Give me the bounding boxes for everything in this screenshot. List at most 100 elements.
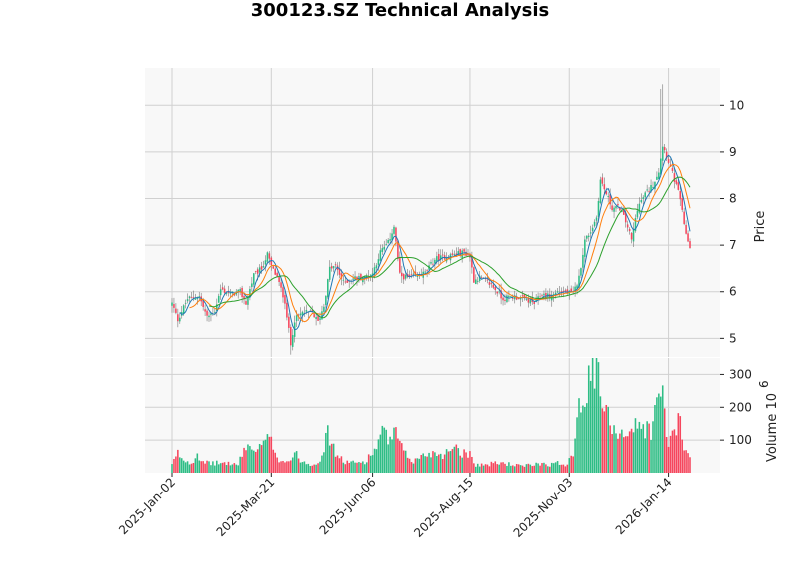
volume-bar	[264, 439, 267, 473]
volume-bar	[508, 462, 510, 473]
candle-body	[471, 256, 473, 268]
candle-body	[436, 256, 438, 262]
candle-body	[179, 317, 181, 322]
volume-bar	[245, 450, 247, 473]
volume-bar	[619, 433, 621, 473]
volume-bar	[675, 435, 678, 473]
volume-bar	[186, 461, 189, 473]
candle-body	[190, 296, 193, 298]
volume-bar	[190, 463, 193, 473]
candle-body	[253, 273, 255, 285]
candle-body	[262, 266, 265, 268]
volume-bar	[434, 452, 436, 473]
volume-bar	[488, 466, 491, 473]
candle-body	[206, 310, 208, 316]
candle-body	[508, 295, 510, 298]
volume-bar	[642, 424, 645, 473]
candle-body	[290, 327, 292, 346]
price-tick-label: 10	[729, 98, 744, 112]
volume-bar	[399, 440, 401, 473]
candle-body	[451, 253, 454, 255]
candle-body	[576, 285, 578, 289]
volume-bar	[208, 461, 210, 473]
volume-bar	[480, 463, 483, 473]
candle-body	[192, 297, 195, 299]
volume-axis-label: Volume 10	[765, 393, 780, 462]
candle-body	[638, 203, 641, 213]
candle-body	[276, 272, 278, 278]
volume-bar	[391, 439, 393, 473]
volume-bar	[179, 457, 181, 473]
volume-bar	[430, 457, 432, 473]
volume-bar	[486, 464, 489, 473]
volume-bar	[358, 462, 360, 473]
price-axis-label: Price	[753, 211, 768, 243]
candle-body	[476, 280, 479, 282]
candle-body	[364, 276, 366, 279]
volume-bar	[395, 427, 397, 473]
volume-bar	[515, 464, 518, 473]
candle-body	[564, 290, 567, 292]
volume-bar	[204, 463, 206, 473]
volume-bar	[301, 462, 304, 473]
candle-body	[260, 266, 263, 270]
candle-body	[175, 308, 177, 313]
candle-body	[210, 313, 212, 315]
candle-body	[488, 282, 491, 285]
volume-bar	[270, 436, 273, 473]
volume-bar	[605, 404, 608, 473]
volume-bar	[455, 444, 458, 473]
volume-bar	[315, 464, 317, 473]
candle-body	[243, 295, 245, 300]
volume-bar	[568, 458, 571, 473]
volume-bar	[299, 462, 302, 473]
volume-bar	[469, 451, 471, 473]
volume-bar	[365, 462, 368, 473]
candle-body	[615, 206, 617, 209]
candle-body	[356, 276, 358, 280]
volume-bar	[214, 465, 216, 473]
volume-bar	[658, 393, 660, 473]
volume-bar	[332, 443, 335, 473]
candle-body	[299, 313, 302, 316]
x-tick-label: 2026-Jan-14	[613, 475, 675, 537]
candle-body	[554, 292, 557, 295]
volume-bar	[251, 449, 253, 473]
volume-bar	[611, 434, 613, 473]
volume-bar	[482, 465, 485, 473]
candle-body	[634, 217, 637, 232]
volume-bar	[490, 461, 493, 473]
volume-bar	[323, 452, 325, 473]
candle-body	[369, 274, 372, 276]
moving-average-lines	[179, 154, 691, 331]
volume-bar	[325, 432, 327, 473]
candle-body	[387, 240, 389, 243]
volume-bar	[180, 458, 183, 473]
volume-bar	[554, 462, 557, 473]
candle-body	[434, 259, 436, 264]
candle-body	[486, 279, 489, 281]
volume-bar	[656, 397, 658, 473]
volume-bar	[346, 460, 349, 473]
candle-body	[533, 301, 535, 304]
price-tick-label: 5	[729, 331, 737, 345]
volume-bar	[640, 428, 643, 473]
candle-body	[305, 310, 308, 312]
grid-lines	[145, 68, 720, 473]
candle-body	[371, 273, 374, 276]
candle-body	[399, 257, 401, 273]
candle-body	[274, 268, 276, 275]
volume-bar	[416, 458, 419, 473]
volume-bar	[552, 463, 555, 473]
volume-bar	[192, 462, 195, 473]
candle-body	[580, 268, 582, 276]
volume-bar	[243, 447, 245, 473]
candle-body	[624, 212, 627, 223]
candle-body	[204, 309, 206, 312]
candle-body	[510, 296, 512, 298]
volume-bar	[286, 461, 288, 473]
volume-bar	[414, 458, 417, 473]
candle-body	[198, 296, 201, 297]
candle-body	[642, 197, 645, 200]
volume-bar	[342, 462, 345, 473]
